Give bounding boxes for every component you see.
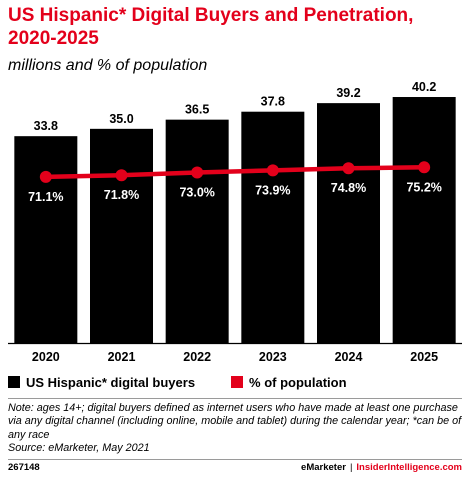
population-point-2024 <box>342 162 355 175</box>
chart-title: US Hispanic* Digital Buyers and Penetrat… <box>8 5 414 49</box>
chart-plot: 33.8 2020 35.0 2021 36.5 2022 37.8 2023 39.2 2024… <box>8 80 462 364</box>
brand-emarketer: eMarketer <box>301 462 346 473</box>
x-tick-label-2022: 2022 <box>183 350 211 364</box>
chart-id: 267148 <box>8 462 40 473</box>
x-tick-label-2023: 2023 <box>259 350 287 364</box>
x-tick-label-2024: 2024 <box>335 350 363 364</box>
chart-note: Note: ages 14+; digital buyers defined a… <box>8 402 464 456</box>
legend-swatch-buyers <box>8 376 20 388</box>
chart-subtitle: millions and % of population <box>8 57 208 74</box>
divider <box>8 398 462 399</box>
brand-insiderintelligence: InsiderIntelligence.com <box>356 462 462 473</box>
bar-2024 <box>317 103 380 343</box>
bar-value-label-2023: 37.8 <box>261 95 285 109</box>
legend-item-population: % of population <box>231 374 347 390</box>
legend-swatch-population <box>231 376 244 388</box>
population-point-2021 <box>115 169 128 182</box>
population-point-2023 <box>266 164 279 177</box>
population-label-2022: 73.0% <box>179 185 214 199</box>
bar-2025 <box>392 97 456 343</box>
x-tick-label-2020: 2020 <box>32 350 60 364</box>
legend-label-population: % of population <box>249 374 347 390</box>
population-label-2024: 74.8% <box>331 181 366 195</box>
population-point-2025 <box>418 161 431 174</box>
population-label-2020: 71.1% <box>28 190 63 204</box>
population-point-2020 <box>39 170 52 183</box>
footer-divider <box>8 459 462 460</box>
chart-legend: US Hispanic* digital buyers % of populat… <box>8 373 383 391</box>
x-tick-label-2025: 2025 <box>410 350 438 364</box>
bar-value-label-2022: 36.5 <box>185 103 209 117</box>
population-line <box>45 165 425 180</box>
population-label-2021: 71.8% <box>104 188 139 202</box>
bar-2020 <box>14 136 78 343</box>
bar-2022 <box>165 119 229 344</box>
population-point-2022 <box>191 166 204 179</box>
bar-value-label-2024: 39.2 <box>336 86 360 100</box>
bar-value-label-2020: 33.8 <box>34 119 58 133</box>
source-text: Source: eMarketer, May 2021 <box>8 442 150 455</box>
x-tick-label-2021: 2021 <box>108 350 136 364</box>
legend-item-buyers: US Hispanic* digital buyers <box>8 375 195 390</box>
footer-brand: eMarketer | InsiderIntelligence.com <box>301 462 462 473</box>
legend-label-buyers: US Hispanic* digital buyers <box>26 374 196 390</box>
brand-separator: | <box>349 462 353 473</box>
bar-2023 <box>241 111 305 343</box>
note-text: Note: ages 14+; digital buyers defined a… <box>8 402 462 441</box>
bar-value-label-2021: 35.0 <box>109 112 133 126</box>
bar-2021 <box>90 128 153 343</box>
bar-value-label-2025: 40.2 <box>412 80 436 94</box>
population-label-2025: 75.2% <box>406 180 441 194</box>
population-label-2023: 73.9% <box>255 183 290 197</box>
